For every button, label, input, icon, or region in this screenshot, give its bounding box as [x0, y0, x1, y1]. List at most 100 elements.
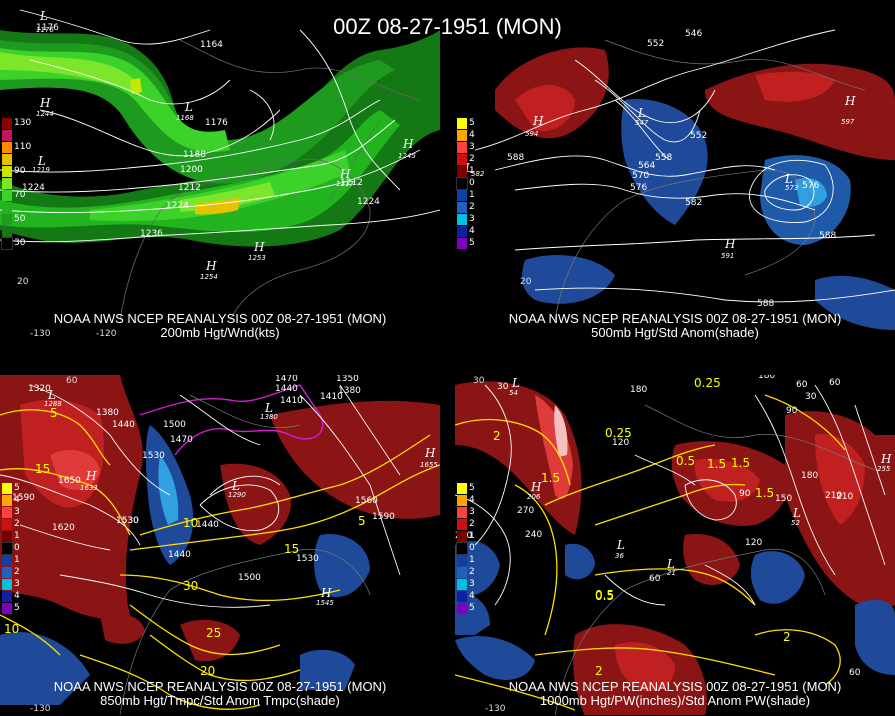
legend-swatch: 2: [457, 567, 475, 578]
legend-swatch: [2, 154, 12, 165]
low-value: 21: [667, 569, 676, 577]
legend-label: 50: [14, 214, 26, 224]
pw-label: 1.5: [707, 457, 726, 471]
legend-swatch: 5: [2, 483, 20, 494]
low-marker: L: [666, 557, 675, 571]
low-value: 36: [615, 552, 624, 560]
legend-swatch: 3: [2, 579, 20, 590]
high-value: 206: [527, 493, 541, 501]
legend-swatch: 0: [1, 542, 20, 555]
legend-label: 1: [14, 555, 20, 565]
panel-subcaption: 200mb Hgt/Wnd(kts): [160, 325, 280, 340]
legend-swatch: 3: [2, 507, 20, 518]
low-marker: L: [231, 479, 240, 493]
contour-label: 1200: [180, 165, 203, 175]
high-marker: H: [85, 469, 97, 483]
legend-swatch: 0: [456, 177, 475, 190]
contour-label: 270: [517, 506, 534, 516]
contour-label: 180: [758, 375, 775, 381]
high-value: 591: [721, 252, 734, 260]
legend-swatch: 3: [457, 142, 475, 153]
low-marker: L: [616, 538, 625, 552]
legend-swatch: [2, 130, 12, 141]
legend-swatch: 5: [457, 118, 475, 129]
low-value: 54: [509, 389, 518, 397]
contour-label: 1380: [96, 408, 119, 418]
legend-label: 90: [14, 166, 26, 176]
legend-label: 1: [469, 190, 475, 200]
legend-swatch: 1: [457, 531, 475, 542]
high-value: 1545: [316, 599, 334, 607]
legend-label: 4: [14, 495, 20, 505]
low-marker: L: [264, 401, 273, 415]
contour-label: 1440: [275, 384, 298, 394]
map-500mb: 20 552 546 588 552 558 564 570 576 582 5…: [464, 29, 895, 330]
legend-label: 5: [14, 483, 20, 493]
contour-label: 1560: [355, 496, 378, 506]
contour-label: 1530: [116, 516, 139, 526]
legend-swatch: 1: [2, 555, 20, 566]
legend-swatch: 3: [457, 507, 475, 518]
panel-500mb: 20 552 546 588 552 558 564 570 576 582 5…: [455, 0, 895, 340]
legend-label: 2: [469, 567, 475, 577]
contour-label: 1350: [336, 375, 359, 384]
high-marker: H: [844, 94, 856, 108]
contour-label: 1410: [320, 392, 343, 402]
legend-label: 5: [469, 238, 475, 248]
contour-label: 210: [836, 492, 853, 502]
legend-swatch: 1: [457, 166, 475, 177]
map-1000mb: -130 30 30 180 180 120 60 90 30 60 90 21…: [455, 375, 895, 715]
low-value: 582: [471, 170, 485, 178]
high-marker: H: [424, 446, 436, 460]
contour-label: 120: [745, 538, 762, 548]
lon-tick: -130: [30, 329, 51, 339]
low-marker: L: [47, 388, 56, 402]
panel-caption: NOAA NWS NCEP REANALYSIS 00Z 08-27-1951 …: [508, 679, 842, 694]
contour-label: 150: [775, 494, 792, 504]
legend-swatch: 4: [2, 591, 20, 602]
legend-swatch: 1: [457, 190, 475, 201]
legend-swatch: [2, 202, 12, 213]
low-marker: L: [784, 172, 793, 186]
contour-label: 552: [690, 131, 707, 141]
lon-tick: -120: [96, 329, 117, 339]
contour-label: 1320: [28, 384, 51, 394]
anomaly-legend: 5 4 3 2 1 0 1 2 3 4 5: [456, 118, 475, 250]
legend-label: 3: [14, 507, 20, 517]
low-marker: L: [511, 376, 520, 390]
legend-swatch: 4: [457, 130, 475, 141]
legend-label: 5: [469, 118, 475, 128]
contour-label: 90: [739, 489, 751, 499]
legend-swatch: 0: [456, 542, 475, 555]
contour-label: 1212: [178, 183, 201, 193]
map-200mb: -130 -120 20 1176 1164 1176 1188 1200 12…: [0, 9, 440, 339]
low-marker: L: [37, 154, 46, 168]
contour-label: 1164: [200, 40, 223, 50]
contour-label: 180: [801, 471, 818, 481]
legend-swatch: 30: [1, 237, 25, 250]
contour-label: 30: [805, 392, 817, 402]
low-value: 1168: [176, 114, 194, 122]
legend-swatch: 110: [2, 142, 31, 153]
high-marker: H: [532, 114, 544, 128]
contour-label: 1224: [22, 183, 45, 193]
high-marker: H: [724, 237, 736, 251]
panel-caption: NOAA NWS NCEP REANALYSIS 00Z 08-27-1951 …: [53, 311, 387, 326]
contour-label: 90: [786, 406, 798, 416]
low-marker: L: [184, 100, 193, 114]
legend-label: 1: [14, 531, 20, 541]
high-value: 1655: [420, 461, 438, 469]
low-value: 1288: [44, 400, 62, 408]
contour-label: 1236: [140, 229, 163, 239]
contour-label: 552: [647, 39, 664, 49]
contour-label: 1470: [170, 435, 193, 445]
pw-label: 2: [595, 664, 603, 678]
contour-label: 180: [630, 385, 647, 395]
pw-label: 1.5: [755, 486, 774, 500]
legend-label: 2: [14, 567, 20, 577]
pw-label: 1.5: [541, 471, 560, 485]
legend-label: 3: [469, 214, 475, 224]
pw-label: 1.5: [731, 456, 750, 470]
high-marker: H: [880, 452, 892, 466]
contour-label: 60: [796, 380, 808, 390]
